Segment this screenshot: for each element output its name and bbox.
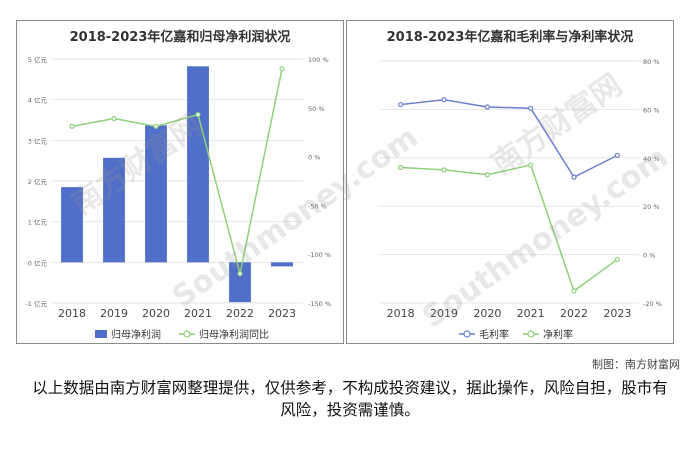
y-right-tick-label: -20 % <box>643 300 662 308</box>
y-right-tick-label: -50 % <box>308 202 327 210</box>
gross-margin-point <box>484 104 490 110</box>
x-tick-label: 2022 <box>560 307 588 320</box>
chart-credit: 制图：南方财富网 <box>592 358 680 371</box>
net-margin-line <box>400 164 618 293</box>
disclaimer-text: 以上数据由南方财富网整理提供，仅供参考，不构成投资建议，据此操作，风险自担，股市… <box>32 379 668 419</box>
yoy-point <box>111 115 117 122</box>
y-left-tick-label: 0 亿元 <box>28 258 48 267</box>
y-right-tick-label: -100 % <box>308 251 331 259</box>
y-left-tick-label: 3 亿元 <box>28 136 48 145</box>
x-tick-label: 2020 <box>473 307 501 320</box>
x-tick-label: 2019 <box>100 307 128 320</box>
x-tick-label: 2023 <box>603 307 631 320</box>
y-right-tick-label: 80 % <box>643 58 660 66</box>
yoy-point <box>69 123 75 129</box>
y-right-tick-label: 20 % <box>643 203 660 211</box>
legend-swatch-marker <box>463 330 471 338</box>
legend-label: 净利率 <box>543 328 573 341</box>
y-left-tick-label: 2 亿元 <box>28 177 48 186</box>
bar <box>145 125 167 263</box>
x-tick-label: 2020 <box>142 307 170 320</box>
left-chart-panel: -1 亿元 0 亿元 1 亿元 2 亿元 3 亿元 4 亿元 5 亿元 -150 % -100 … <box>16 20 344 344</box>
net-margin-point <box>398 164 404 171</box>
x-tick-label: 2023 <box>268 307 296 320</box>
y-right-tick-label: 100 % <box>308 56 329 64</box>
bar <box>61 187 83 263</box>
gross-margin-point <box>614 152 620 158</box>
y-right-tick-label: -150 % <box>308 300 331 308</box>
net-margin-point <box>571 288 577 294</box>
right-chart-panel: -20 % 0 % 20 % 40 % 60 % 80 % 2018 2019 2020 2021… <box>346 20 674 344</box>
legend-label: 归母净利润 <box>111 328 161 341</box>
gross-margin-point <box>441 97 447 103</box>
x-tick-label: 2018 <box>58 307 86 320</box>
bar <box>103 157 125 263</box>
bar <box>271 262 293 267</box>
left-chart-title: 2018-2023年亿嘉和归母净利润状况 <box>69 30 291 45</box>
gross-margin-line <box>400 98 618 179</box>
net-margin-point <box>528 162 534 168</box>
y-left-tick-label: 5 亿元 <box>28 55 48 64</box>
bar <box>229 262 251 303</box>
legend-swatch-marker <box>183 330 191 338</box>
right-chart-title: 2018-2023年亿嘉和毛利率与净利率状况 <box>386 30 634 45</box>
y-right-tick-label: 40 % <box>643 155 660 163</box>
right-chart-canvas: -20 % 0 % 20 % 40 % 60 % 80 % 2018 2019 2020 2021… <box>379 58 662 341</box>
legend-label: 归母净利润同比 <box>199 328 269 341</box>
yoy-point <box>153 123 159 129</box>
gross-margin-point <box>398 101 404 108</box>
x-tick-label: 2022 <box>226 307 254 320</box>
bar <box>187 66 209 263</box>
x-tick-label: 2018 <box>387 307 415 320</box>
legend-swatch-marker <box>527 330 535 338</box>
x-tick-label: 2019 <box>430 307 458 320</box>
y-right-tick-label: 60 % <box>643 106 660 114</box>
x-tick-label: 2021 <box>184 307 212 320</box>
yoy-point <box>195 112 201 118</box>
left-chart-canvas: -1 亿元 0 亿元 1 亿元 2 亿元 3 亿元 4 亿元 5 亿元 -150 % -100 … <box>25 55 331 341</box>
net-margin-point <box>484 172 490 178</box>
yoy-point <box>237 271 243 277</box>
y-right-tick-label: 50 % <box>308 105 325 113</box>
legend-label: 毛利率 <box>479 328 509 341</box>
gross-margin-point <box>571 174 577 180</box>
gross-margin-point <box>528 105 534 111</box>
x-tick-label: 2021 <box>517 307 545 320</box>
y-right-tick-label: 0 % <box>308 154 320 162</box>
y-left-tick-label: -1 亿元 <box>25 299 47 308</box>
net-margin-point <box>441 167 447 173</box>
yoy-point <box>279 66 285 72</box>
yoy-line <box>71 68 283 274</box>
net-margin-point <box>614 256 620 263</box>
y-left-tick-label: 4 亿元 <box>28 96 48 105</box>
legend-swatch-bar <box>95 330 107 338</box>
y-left-tick-label: 1 亿元 <box>28 218 48 227</box>
y-right-tick-label: 0 % <box>643 252 655 260</box>
